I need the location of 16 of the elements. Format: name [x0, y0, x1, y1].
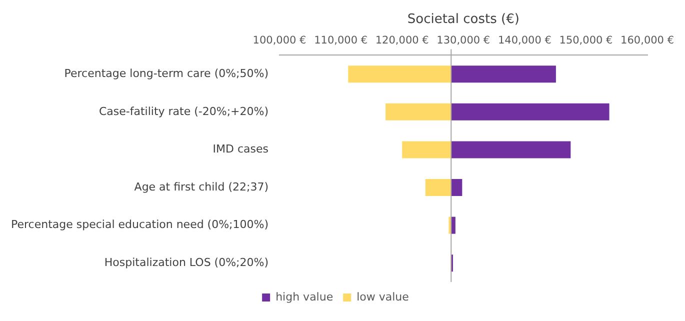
y-tick-label: Case-fatility rate (-20%;+20%): [98, 104, 269, 118]
y-tick-label: IMD cases: [212, 142, 269, 156]
x-tick-label: 100,000 €: [252, 34, 306, 47]
x-tick-label: 120,000 €: [375, 34, 429, 47]
x-tick-label: 110,000 €: [314, 34, 368, 47]
x-tick-label: 140,000 €: [498, 34, 552, 47]
x-tick-label: 150,000 €: [559, 34, 613, 47]
x-axis-title: Societal costs (€): [407, 12, 520, 28]
y-tick-label: Age at first child (22;37): [134, 180, 269, 194]
y-tick-label: Hospitalization LOS (0%;20%): [104, 256, 269, 269]
legend-label: low value: [356, 290, 410, 304]
y-tick-label: Percentage special education need (0%;100%): [10, 218, 269, 232]
y-tick-label: Percentage long-term care (0%;50%): [64, 66, 269, 80]
x-tick-label: 160,000 €: [620, 34, 674, 47]
legend-label: high value: [276, 290, 334, 304]
x-tick-label: 130,000 €: [436, 34, 490, 47]
